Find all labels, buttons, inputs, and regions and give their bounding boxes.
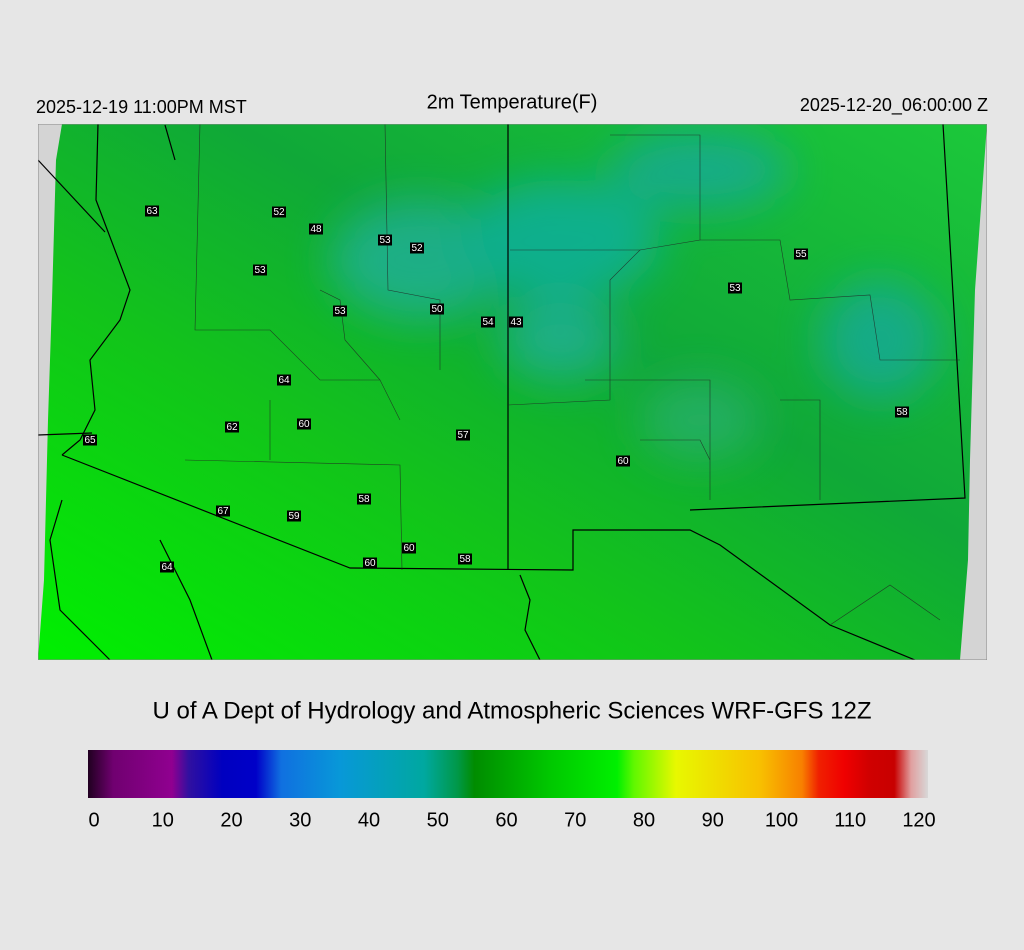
colorbar-tick-label: 20	[220, 809, 242, 831]
station: 60	[297, 418, 311, 430]
station-value: 64	[278, 375, 290, 386]
station: 53	[378, 234, 392, 246]
station-value: 55	[795, 249, 807, 260]
station: 53	[333, 305, 347, 317]
station-box	[225, 421, 239, 433]
station: 58	[357, 493, 371, 505]
valid-local: 2025-12-19 11:00PM MST	[36, 97, 247, 117]
station-box	[145, 205, 159, 217]
station: 43	[509, 316, 523, 328]
station-value: 48	[310, 224, 322, 235]
station-box	[363, 557, 377, 569]
station-box	[616, 455, 630, 467]
station-value: 43	[510, 317, 522, 328]
colorbar-tick-label: 70	[564, 809, 586, 831]
station: 53	[253, 264, 267, 276]
colorbar-tick-label: 110	[834, 809, 866, 831]
station-value: 62	[226, 422, 238, 433]
station-box	[277, 374, 291, 386]
station: 54	[481, 316, 495, 328]
station-value: 53	[729, 283, 741, 294]
station: 65	[83, 434, 97, 446]
station-value: 65	[84, 435, 96, 446]
colorbar-tick-label: 30	[289, 809, 311, 831]
station: 50	[430, 303, 444, 315]
station: 52	[272, 206, 286, 218]
station-box	[333, 305, 347, 317]
station: 62	[225, 421, 239, 433]
station-value: 58	[896, 407, 908, 418]
colorbar-tick-label: 90	[702, 809, 724, 831]
station-box	[728, 282, 742, 294]
station-value: 57	[457, 430, 469, 441]
station-value: 50	[431, 304, 443, 315]
station: 63	[145, 205, 159, 217]
station: 52	[410, 242, 424, 254]
colorbar-tick-label: 120	[902, 809, 935, 831]
station-box	[895, 406, 909, 418]
station-value: 59	[288, 511, 300, 522]
colorbar-tick-label: 60	[495, 809, 517, 831]
station-value: 58	[358, 494, 370, 505]
station: 60	[363, 557, 377, 569]
station-value: 63	[146, 206, 158, 217]
colorbar-tick-label: 80	[633, 809, 655, 831]
station-value: 58	[459, 554, 471, 565]
station-value: 67	[217, 506, 229, 517]
station: 55	[794, 248, 808, 260]
station-box	[287, 510, 301, 522]
credit: U of A Dept of Hydrology and Atmospheric…	[153, 697, 872, 724]
colorbar-tick-label: 40	[358, 809, 380, 831]
station: 59	[287, 510, 301, 522]
station: 57	[456, 429, 470, 441]
map	[38, 124, 987, 660]
colorbar-tick-label: 50	[427, 809, 449, 831]
station-value: 64	[161, 562, 173, 573]
station-box	[378, 234, 392, 246]
station: 48	[309, 223, 323, 235]
station-box	[309, 223, 323, 235]
station-value: 52	[411, 243, 423, 254]
station-box	[357, 493, 371, 505]
station: 60	[402, 542, 416, 554]
station-value: 53	[254, 265, 266, 276]
station: 67	[216, 505, 230, 517]
station-box	[481, 316, 495, 328]
station-box	[297, 418, 311, 430]
station-box	[410, 242, 424, 254]
station: 53	[728, 282, 742, 294]
station: 60	[616, 455, 630, 467]
station-value: 54	[482, 317, 494, 328]
valid-utc: 2025-12-20_06:00:00 Z	[800, 95, 988, 116]
station-box	[160, 561, 174, 573]
station-box	[430, 303, 444, 315]
station-box	[509, 316, 523, 328]
station-value: 60	[617, 456, 629, 467]
station-value: 60	[298, 419, 310, 430]
station-box	[253, 264, 267, 276]
station-box	[458, 553, 472, 565]
station: 64	[277, 374, 291, 386]
station-value: 60	[403, 543, 415, 554]
station-value: 52	[273, 207, 285, 218]
station-box	[272, 206, 286, 218]
station: 64	[160, 561, 174, 573]
station: 58	[895, 406, 909, 418]
station-box	[402, 542, 416, 554]
station-value: 60	[364, 558, 376, 569]
map-title: 2m Temperature(F)	[427, 91, 598, 113]
station-box	[216, 505, 230, 517]
colorbar	[88, 750, 928, 798]
station-box	[456, 429, 470, 441]
station-value: 53	[334, 306, 346, 317]
colorbar-tick-label: 0	[88, 809, 99, 831]
colorbar-tick-label: 100	[765, 809, 798, 831]
station-box	[83, 434, 97, 446]
station-box	[794, 248, 808, 260]
station-value: 53	[379, 235, 391, 246]
station: 58	[458, 553, 472, 565]
colorbar-tick-label: 10	[152, 809, 174, 831]
